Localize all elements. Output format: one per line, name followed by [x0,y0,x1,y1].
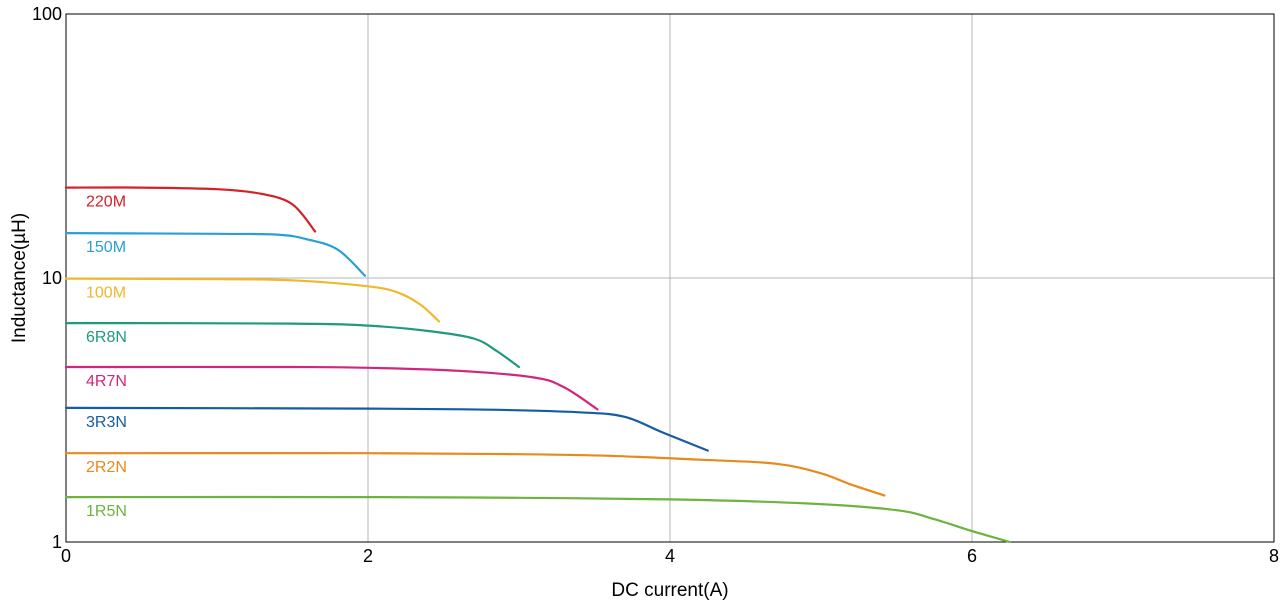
series-line-3r3n [64,406,709,452]
series-label-2r2n: 2R2N [86,459,127,476]
y-tick-label: 1 [52,532,62,552]
series-labels: 220M 150M 100M 6R8N 4R7N 3R3N 2R2N 1R5N [86,194,127,520]
y-axis-title: Inductance(µH) [9,213,30,343]
x-tick-label: 2 [363,546,373,566]
x-axis-title: DC current(A) [611,580,728,601]
series-label-220m: 220M [86,194,126,211]
y-axis-ticks: 1 10 100 [32,4,62,552]
series-line-100m [64,277,441,323]
series-label-150m: 150M [86,239,126,256]
series-label-3r3n: 3R3N [86,414,127,431]
x-tick-label: 6 [967,546,977,566]
series-line-150m [64,232,367,277]
series-line-2r2n [64,452,886,497]
grid [66,14,1274,542]
series-line-220m [64,186,317,233]
series-line-4r7n [64,365,599,411]
x-tick-label: 8 [1269,546,1279,566]
series-line-1r5n [64,495,1011,544]
x-tick-label: 0 [61,546,71,566]
series-label-1r5n: 1R5N [86,503,127,520]
series-label-4r7n: 4R7N [86,373,127,390]
y-tick-label: 100 [32,4,62,24]
series-line-6r8n [64,322,521,369]
y-tick-label: 10 [42,268,62,288]
series-lines [64,186,1011,544]
series-label-6r8n: 6R8N [86,329,127,346]
series-label-100m: 100M [86,285,126,302]
x-axis-ticks: 0 2 4 6 8 [61,546,1279,566]
x-tick-label: 4 [665,546,675,566]
